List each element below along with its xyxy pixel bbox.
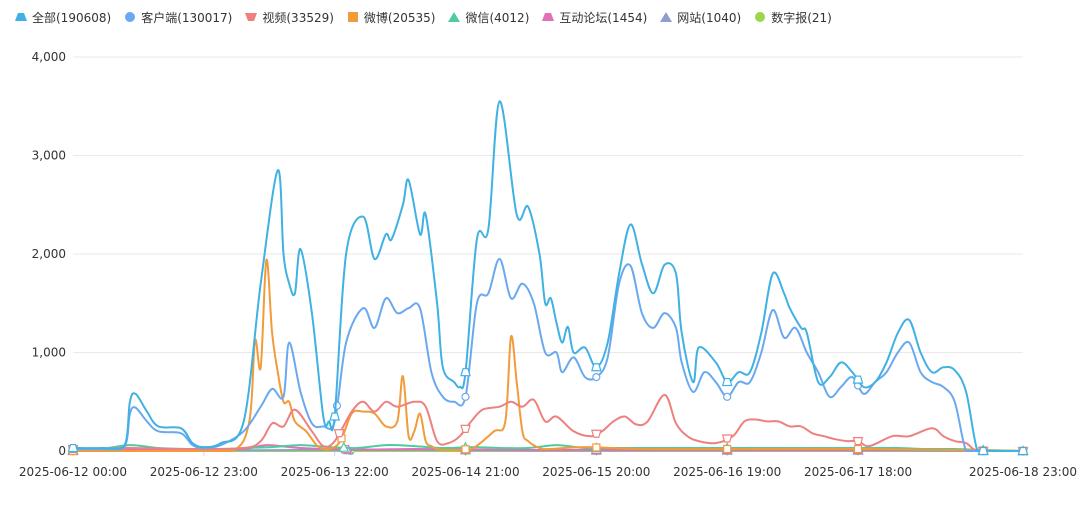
data-point-marker [723,444,732,454]
axes: 0 1,000 2,000 3,000 4,000 2025-06-12 00:00 202… [19,50,1077,479]
y-tick-label: 3,000 [32,149,66,163]
data-point-marker [721,377,733,387]
data-point-marker [329,412,340,421]
data-point-marker [461,445,470,454]
legend-item[interactable]: 微博(20535) [346,9,436,26]
data-point-marker [723,392,732,401]
data-point-marker [852,375,864,384]
legend-marker-icon [125,12,136,22]
series-line [72,257,1023,452]
series-group [67,100,1029,456]
legend-item[interactable]: 视频(33529) [244,9,334,26]
data-point-marker [977,446,989,456]
legend-label: 数字报(21) [771,10,832,25]
legend-label: 网站(1040) [677,10,742,25]
x-tick-label: 2025-06-15 20:00 [542,465,650,479]
data-point-marker [67,443,79,453]
data-point-marker [338,441,350,452]
legend-label: 互动论坛(1454) [559,10,648,25]
legend-label: 微信(4012) [465,10,530,25]
data-point-marker [591,363,602,372]
x-tick-label: 2025-06-18 23:00 [969,465,1077,479]
data-point-marker [461,392,470,401]
x-tick-label: 2025-06-14 21:00 [411,465,519,479]
data-point-marker [721,434,733,443]
series-layer [67,100,1029,456]
legend-item[interactable]: 全部(190608) [14,9,111,26]
data-point-marker [1017,446,1029,456]
chart-legend: 全部(190608) 客户端(130017) 视频(33529) 微博(20535) 微… [14,6,844,28]
data-point-marker [460,424,471,433]
legend-marker-icon [347,12,358,22]
legend-marker-icon [660,12,673,22]
legend-marker-icon [755,12,766,22]
y-tick-label: 0 [58,444,66,458]
legend-marker-icon [15,13,27,21]
legend-marker-icon [448,12,461,22]
y-tick-label: 1,000 [32,346,66,360]
y-tick-label: 2,000 [32,247,66,261]
x-tick-label: 2025-06-12 00:00 [19,465,127,479]
series-line [72,258,1024,452]
legend-label: 全部(190608) [32,10,112,25]
series-line [72,100,1023,452]
series-group [68,257,1028,456]
data-point-marker [592,443,601,452]
legend-item[interactable]: 互动论坛(1454) [541,9,647,26]
data-point-marker [852,437,864,446]
grid-lines [73,56,1023,452]
legend-item[interactable]: 微信(4012) [447,9,529,26]
x-tick-label: 2025-06-16 19:00 [673,465,781,479]
legend-marker-icon [542,13,555,21]
legend-item[interactable]: 数字报(21) [753,9,832,26]
legend-label: 微博(20535) [363,10,436,25]
x-tick-label: 2025-06-17 18:00 [804,465,912,479]
legend-item[interactable]: 客户端(130017) [123,9,232,26]
data-point-marker [333,429,345,438]
x-tick-label: 2025-06-12 23:00 [150,465,258,479]
data-point-marker [460,368,471,377]
data-point-marker [591,429,602,438]
legend-marker-icon [245,13,258,21]
y-tick-label: 4,000 [32,50,66,64]
data-point-marker [592,373,601,382]
data-point-marker [853,444,863,454]
series-group [68,258,1028,456]
series-line [72,393,1023,452]
legend-label: 客户端(130017) [141,10,233,25]
x-tick-label: 2025-06-13 22:00 [281,465,389,479]
legend-item[interactable]: 网站(1040) [659,9,741,26]
legend-label: 视频(33529) [262,10,334,25]
